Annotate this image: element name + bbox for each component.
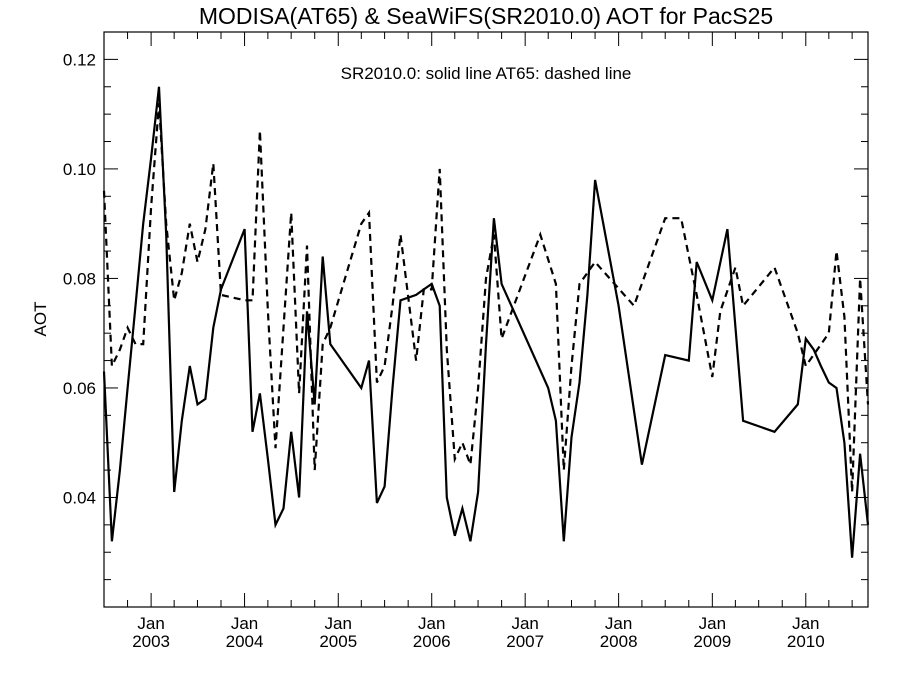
series-layer [102, 86, 870, 558]
x-tick-month-label: Jan [792, 614, 819, 633]
x-tick-month-label: Jan [418, 614, 445, 633]
x-tick-year-label: 2009 [693, 632, 731, 651]
y-tick-label: 0.08 [63, 269, 96, 288]
series-line-at65 [102, 103, 870, 493]
x-tick-month-label: Jan [699, 614, 726, 633]
x-tick-month-label: Jan [137, 614, 164, 633]
chart-annotation: SR2010.0: solid line AT65: dashed line [341, 64, 632, 83]
series-line-sr2010-0 [102, 86, 870, 558]
x-tick-year-label: 2010 [787, 632, 825, 651]
y-tick-label: 0.04 [63, 488, 96, 507]
x-tick-year-label: 2005 [319, 632, 357, 651]
x-tick-year-label: 2003 [132, 632, 170, 651]
x-tick-year-label: 2007 [506, 632, 544, 651]
x-tick-month-label: Jan [325, 614, 352, 633]
x-tick-year-label: 2004 [226, 632, 264, 651]
x-tick-year-label: 2006 [413, 632, 451, 651]
axis-ticks: 0.040.060.080.100.12Jan2003Jan2004Jan200… [63, 31, 868, 651]
plot-frame [103, 31, 869, 608]
x-tick-month-label: Jan [231, 614, 258, 633]
x-tick-month-label: Jan [511, 614, 538, 633]
x-tick-year-label: 2008 [600, 632, 638, 651]
y-tick-label: 0.10 [63, 160, 96, 179]
x-tick-month-label: Jan [605, 614, 632, 633]
y-tick-label: 0.06 [63, 379, 96, 398]
y-tick-label: 0.12 [63, 50, 96, 69]
chart-title: MODISA(AT65) & SeaWiFS(SR2010.0) AOT for… [199, 3, 773, 29]
y-axis-label: AOT [31, 302, 50, 337]
